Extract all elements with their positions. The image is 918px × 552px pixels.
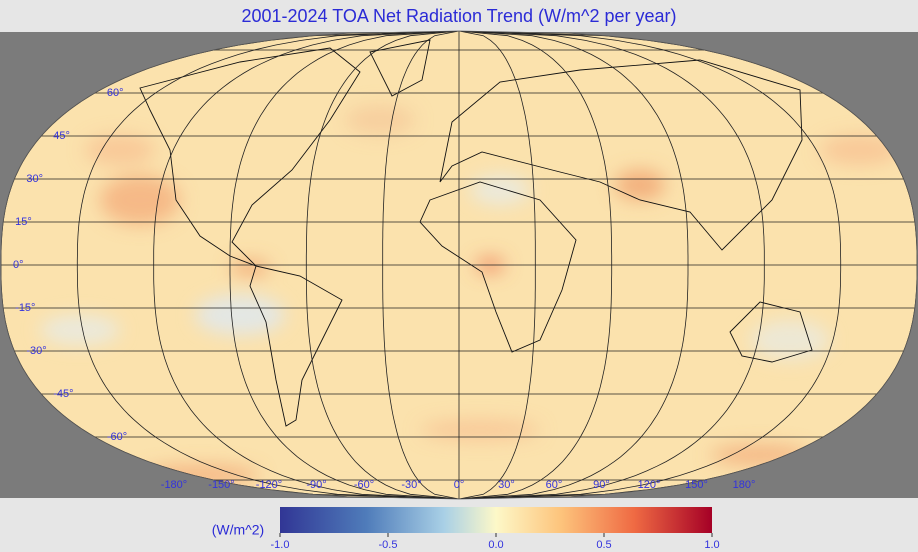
longitude-label: -150°: [208, 479, 234, 491]
colorbar: [280, 507, 712, 533]
title: 2001-2024 TOA Net Radiation Trend (W/m^2…: [242, 6, 677, 26]
coastlines: [139, 39, 813, 427]
latitude-label: -30°: [26, 345, 46, 357]
colorbar-tick-label: 0.0: [488, 539, 503, 551]
longitude-label: -60°: [354, 479, 374, 491]
longitude-label: -180°: [161, 479, 187, 491]
longitude-label: 180°: [733, 479, 756, 491]
map-field: [1, 31, 917, 499]
meridian: [458, 31, 689, 499]
colorbar-tick-label: -0.5: [379, 539, 398, 551]
latitude-label: -15°: [15, 302, 35, 314]
longitude-label: 0°: [454, 479, 465, 491]
longitude-label: -120°: [256, 479, 282, 491]
meridian: [382, 31, 460, 499]
colorbar-label: (W/m^2): [212, 522, 264, 538]
longitude-label: 120°: [638, 479, 661, 491]
latitude-label: 45°: [53, 130, 70, 142]
latitude-label: 30°: [26, 173, 43, 185]
meridian: [458, 31, 765, 499]
latitude-label: -60°: [107, 431, 127, 443]
meridian: [458, 31, 842, 499]
meridian: [229, 31, 460, 499]
map-outline: [0, 30, 918, 500]
meridian: [458, 31, 613, 499]
latitude-label: 0°: [13, 259, 24, 271]
meridian: [458, 31, 536, 499]
title-bar: [0, 0, 918, 32]
meridian: [153, 31, 460, 499]
latitude-label: 15°: [15, 216, 32, 228]
colorbar-tick-label: 1.0: [704, 539, 719, 551]
colorbar-tick-label: -1.0: [271, 539, 290, 551]
longitude-label: 30°: [498, 479, 515, 491]
meridian: [305, 31, 460, 499]
colorbar-tick-label: 0.5: [596, 539, 611, 551]
longitude-label: 90°: [593, 479, 610, 491]
longitude-label: 150°: [685, 479, 708, 491]
meridian: [76, 31, 460, 499]
latitude-label: -45°: [53, 388, 73, 400]
longitude-label: -90°: [306, 479, 326, 491]
latitude-label: 60°: [107, 87, 124, 99]
longitude-label: -30°: [401, 479, 421, 491]
longitude-label: 60°: [546, 479, 563, 491]
